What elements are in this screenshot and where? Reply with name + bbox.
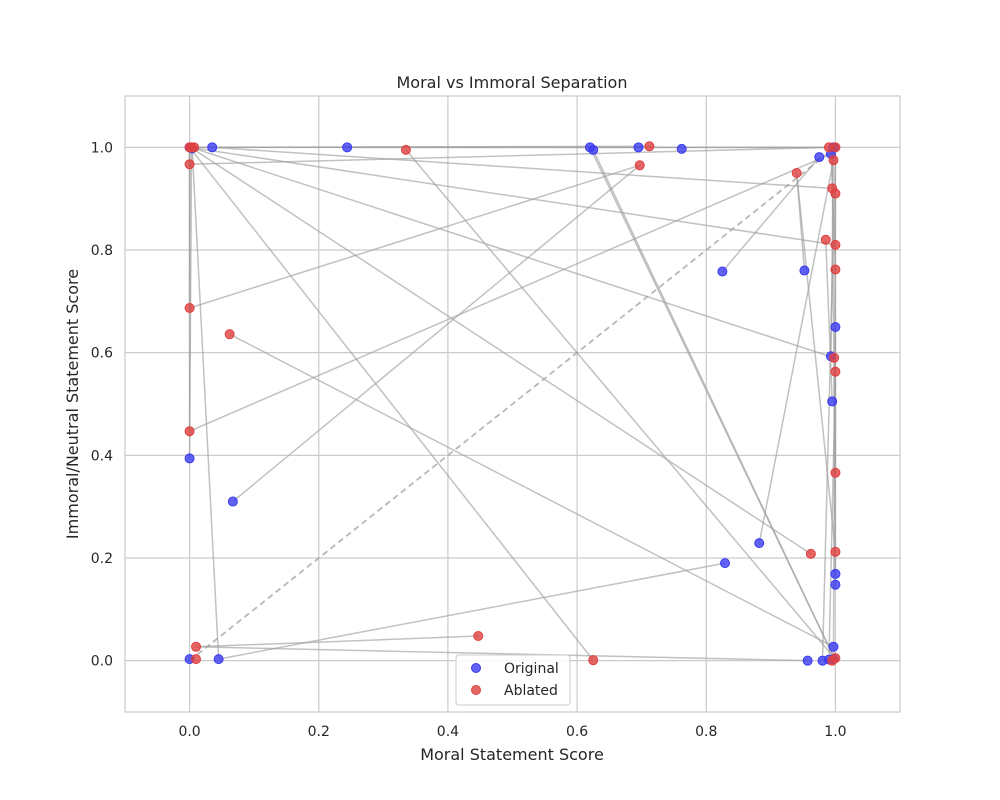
connector-line — [189, 146, 833, 166]
ablated-point — [634, 160, 645, 171]
original-point — [227, 496, 238, 507]
original-point — [802, 655, 813, 666]
data-points — [184, 141, 841, 666]
y-tick-label: 0.8 — [91, 243, 113, 259]
x-tick-label: 0.2 — [308, 724, 330, 740]
original-point — [799, 265, 810, 276]
ablated-point — [588, 655, 599, 666]
original-point — [719, 558, 730, 569]
ablated-point — [830, 264, 841, 275]
connector-line — [189, 164, 640, 309]
legend-label-original: Original — [504, 661, 559, 677]
original-point — [633, 142, 644, 153]
ablated-point — [191, 641, 202, 652]
original-point — [588, 144, 599, 155]
connector-line — [229, 333, 834, 648]
ablated-point — [830, 546, 841, 557]
ablated-point — [820, 234, 831, 245]
y-axis-title: Immoral/Neutral Statement Score — [63, 269, 82, 539]
x-axis-title: Moral Statement Score — [420, 745, 604, 764]
ablated-point — [184, 303, 195, 314]
connector-line — [405, 149, 836, 660]
connector-line — [824, 239, 833, 402]
original-point — [676, 143, 687, 154]
original-point — [828, 641, 839, 652]
ablated-point — [791, 168, 802, 178]
original-point — [717, 266, 728, 277]
ablated-point — [191, 654, 202, 665]
ablated-point — [184, 159, 195, 170]
connector-line — [592, 149, 837, 661]
connector-line — [191, 148, 220, 660]
diagonal-reference-line — [189, 146, 836, 662]
x-tick-label: 0.0 — [178, 724, 200, 740]
ablated-point — [830, 653, 841, 664]
y-tick-label: 0.0 — [91, 654, 113, 670]
original-point — [342, 142, 353, 153]
original-point — [207, 142, 218, 153]
x-tick-label: 0.4 — [437, 724, 459, 740]
x-tick-labels: 0.0 0.2 0.4 0.6 0.8 1.0 — [178, 724, 846, 740]
connector-line — [190, 146, 835, 359]
connector-line — [828, 371, 837, 660]
ablated-point — [644, 141, 655, 152]
plot-frame — [124, 95, 901, 713]
ablated-point — [829, 352, 840, 363]
original-point — [184, 453, 195, 464]
original-point — [814, 152, 825, 163]
y-tick-labels: 0.0 0.2 0.4 0.6 0.8 1.0 — [91, 140, 113, 669]
connector-line — [758, 160, 835, 544]
connector-line — [232, 164, 641, 503]
x-tick-label: 1.0 — [824, 724, 846, 740]
original-point — [213, 654, 224, 665]
original-point — [830, 568, 841, 579]
connector-line — [721, 156, 820, 273]
legend: Original Ablated — [455, 654, 571, 706]
x-tick-label: 0.6 — [566, 724, 588, 740]
connector-line — [189, 146, 836, 246]
connector-line — [189, 145, 650, 149]
ablated-point — [184, 426, 195, 437]
y-tick-label: 0.2 — [91, 551, 113, 567]
connector-line — [212, 146, 833, 190]
y-tick-label: 0.4 — [91, 448, 113, 464]
legend-box — [455, 654, 571, 706]
ablated-point — [830, 239, 841, 250]
legend-label-ablated: Ablated — [504, 683, 558, 699]
connector-line — [795, 172, 837, 552]
ablated-point — [830, 142, 841, 153]
ablated-point — [830, 188, 841, 199]
connector-line — [191, 147, 812, 555]
y-tick-label: 1.0 — [91, 140, 113, 156]
connector-line — [189, 153, 832, 432]
connector-line — [188, 147, 193, 459]
ablated-point — [224, 329, 235, 340]
original-point — [827, 396, 838, 407]
connector-line — [196, 635, 479, 648]
ablated-point — [828, 155, 839, 166]
chart-title: Moral vs Immoral Separation — [397, 73, 628, 92]
y-tick-label: 0.6 — [91, 346, 113, 362]
original-point — [830, 579, 841, 590]
ablated-point — [830, 366, 841, 377]
connector-line — [188, 146, 594, 661]
legend-marker-ablated — [471, 685, 481, 695]
ablated-point — [189, 142, 200, 153]
original-point — [754, 538, 765, 549]
ablated-point — [473, 631, 484, 642]
x-tick-label: 0.8 — [695, 724, 717, 740]
ablated-point — [805, 548, 816, 559]
ablated-point — [400, 144, 411, 155]
original-point — [830, 322, 841, 332]
ablated-point — [830, 467, 841, 478]
legend-marker-original — [471, 663, 481, 673]
connector-line — [196, 646, 808, 662]
connector-line — [830, 147, 835, 357]
